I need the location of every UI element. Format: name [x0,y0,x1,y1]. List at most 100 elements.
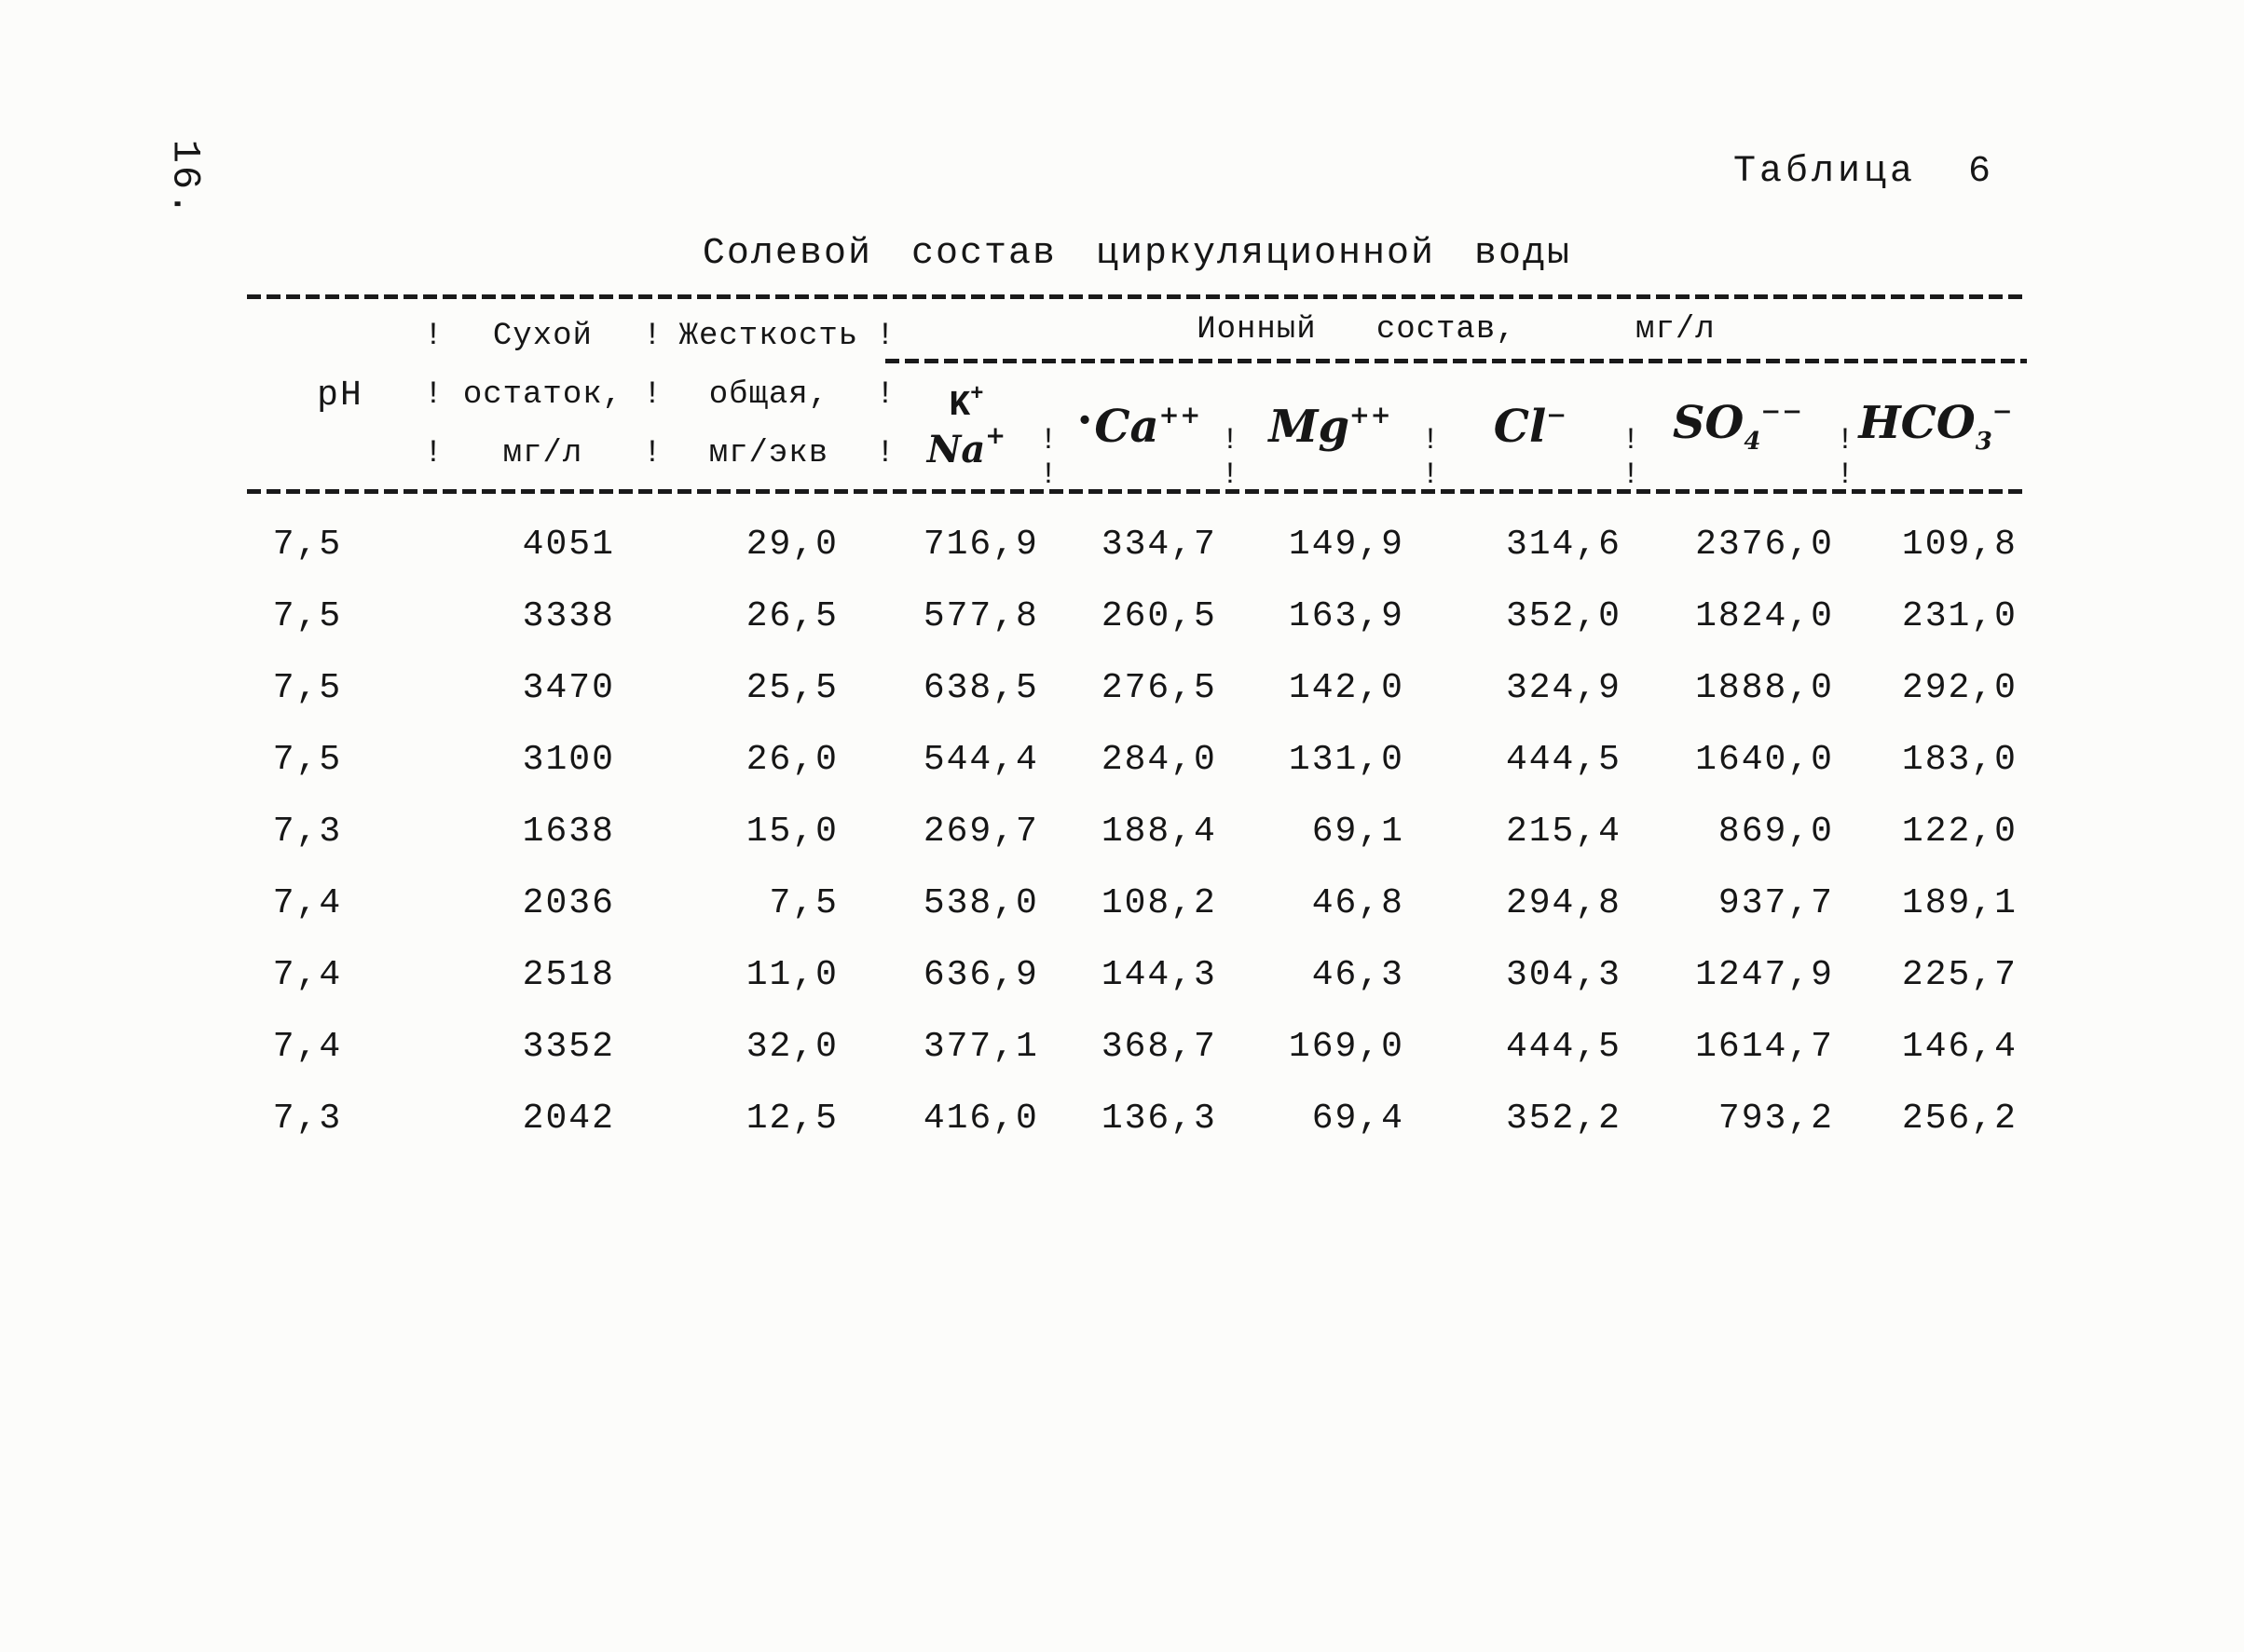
table-cell: 131,0 [1288,740,1404,780]
ion-symbol: Na [926,428,986,472]
table-cell: 7,5 [272,525,343,565]
table-row: 7,4 2036 7,5 538,0 108,2 46,8 294,8 937,7 189,1 [247,867,2027,939]
separator-mark: ! [1421,457,1440,492]
table-cell: 444,5 [1505,1027,1621,1067]
header-cell-cl: Cl− [1430,401,1631,453]
ion-subscript: 3 [1975,428,1992,456]
table-cell: 188,4 [1101,812,1217,852]
table-cell: 109,8 [1901,525,2018,565]
table-cell: 11,0 [746,955,839,995]
table-caption: Таблица 6 [1732,151,1994,193]
table-cell: 793,2 [1717,1099,1834,1139]
table-cell: 231,0 [1901,596,2018,636]
table-cell: 215,4 [1505,812,1621,852]
header-line: мг/л [502,436,583,472]
separator-mark: ! [642,318,663,354]
header-line: остаток, [462,376,623,413]
ion-symbol: HCO [1858,397,1976,449]
ion-charge: ++ [1158,401,1202,430]
table-cell: 444,5 [1505,740,1621,780]
table-cell: 2036 [522,883,615,923]
table-cell: 136,3 [1101,1099,1217,1139]
separator-mark: ! [1039,457,1058,492]
ion-header-row: K+ Na+ •Ca++ Mg++ Cl− SO4−− HCO3− !! !! … [885,363,2027,492]
column-separator: !!! [876,301,895,489]
header-cell-hco3: HCO3− [1845,397,2027,456]
table-cell: 544,4 [923,740,1039,780]
separator-mark: ! [423,376,444,413]
table-row: 7,4 3352 32,0 377,1 368,7 169,0 444,5 1614,7 146… [247,1011,2027,1083]
table-cell: 276,5 [1101,668,1217,708]
column-separator: !!! [424,301,443,489]
table-cell: 146,4 [1901,1027,2018,1067]
separator-mark: ! [1221,457,1239,492]
separator-mark: ! [1621,457,1640,492]
table-cell: 869,0 [1717,812,1834,852]
ion-charge: + [985,422,1007,451]
table-cell: 7,5 [769,883,839,923]
separator-mark: ! [875,318,896,354]
ion-charge: ++ [1349,401,1392,430]
table-cell: 2518 [522,955,615,995]
separator-mark: ! [875,436,896,472]
ion-subscript: 4 [1744,428,1761,456]
table-cell: 7,4 [272,1027,343,1067]
separator-mark: ! [423,436,444,472]
table-cell: 1640,0 [1695,740,1834,780]
table-cell: 1638 [522,812,615,852]
table-cell: 7,5 [272,596,343,636]
table-cell: 163,9 [1288,596,1404,636]
table-cell: 32,0 [746,1027,839,1067]
table-cell: 7,5 [272,668,343,708]
table-cell: 12,5 [746,1099,839,1139]
table-header: pH Сухой остаток, мг/л Жесткость общая, … [247,301,2027,492]
table-row: 7,5 3100 26,0 544,4 284,0 131,0 444,5 1640,0 183… [247,724,2027,796]
separator-mark: ! [1836,457,1854,492]
table-cell: 636,9 [923,955,1039,995]
ion-symbol: SO [1672,397,1745,449]
table-cell: 284,0 [1101,740,1217,780]
table-cell: 538,0 [923,883,1039,923]
column-separator: !! [1039,423,1058,492]
table-cell: 108,2 [1101,883,1217,923]
table-cell: 69,1 [1311,812,1404,852]
table-row: 7,5 3338 26,5 577,8 260,5 163,9 352,0 1824,0 231… [247,580,2027,652]
separator-mark: ! [1039,423,1058,457]
table-cell: 334,7 [1101,525,1217,565]
header-line: мг/экв [708,436,829,472]
table-cell: 292,0 [1901,668,2018,708]
ion-symbol: Mg [1268,400,1350,453]
ion-symbol: K [949,385,971,426]
table-cell: 144,3 [1101,955,1217,995]
table-cell: 1614,7 [1695,1027,1834,1067]
table-cell: 7,4 [272,883,343,923]
column-separator: !!! [643,301,662,489]
table-cell: 3352 [522,1027,615,1067]
table-cell: 7,5 [272,740,343,780]
table-cell: 577,8 [923,596,1039,636]
header-cell-k-na: K+ Na+ [885,382,1048,472]
table-cell: 260,5 [1101,596,1217,636]
separator-mark: ! [1621,423,1640,457]
separator-mark: ! [642,376,663,413]
header-cell-so4: SO4−− [1631,397,1845,456]
column-separator: !! [1836,423,1854,492]
table-cell: 15,0 [746,812,839,852]
table-cell: 46,3 [1311,955,1404,995]
ion-charge: − [1991,398,2014,426]
table-cell: 26,0 [746,740,839,780]
separator-mark: ! [875,376,896,413]
ion-k: K+ [949,382,984,426]
header-cell-ph: pH [317,375,363,416]
table-cell: 142,0 [1288,668,1404,708]
table-cell: 324,9 [1505,668,1621,708]
table-cell: 169,0 [1288,1027,1404,1067]
header-line: Жесткость [678,318,859,354]
table-cell: 69,4 [1311,1099,1404,1139]
page-number: 16. [162,139,208,219]
table-top-border [247,294,2027,299]
table-cell: 937,7 [1717,883,1834,923]
table-cell: 29,0 [746,525,839,565]
header-cell-dry-residue: Сухой остаток, мг/л [433,301,652,489]
